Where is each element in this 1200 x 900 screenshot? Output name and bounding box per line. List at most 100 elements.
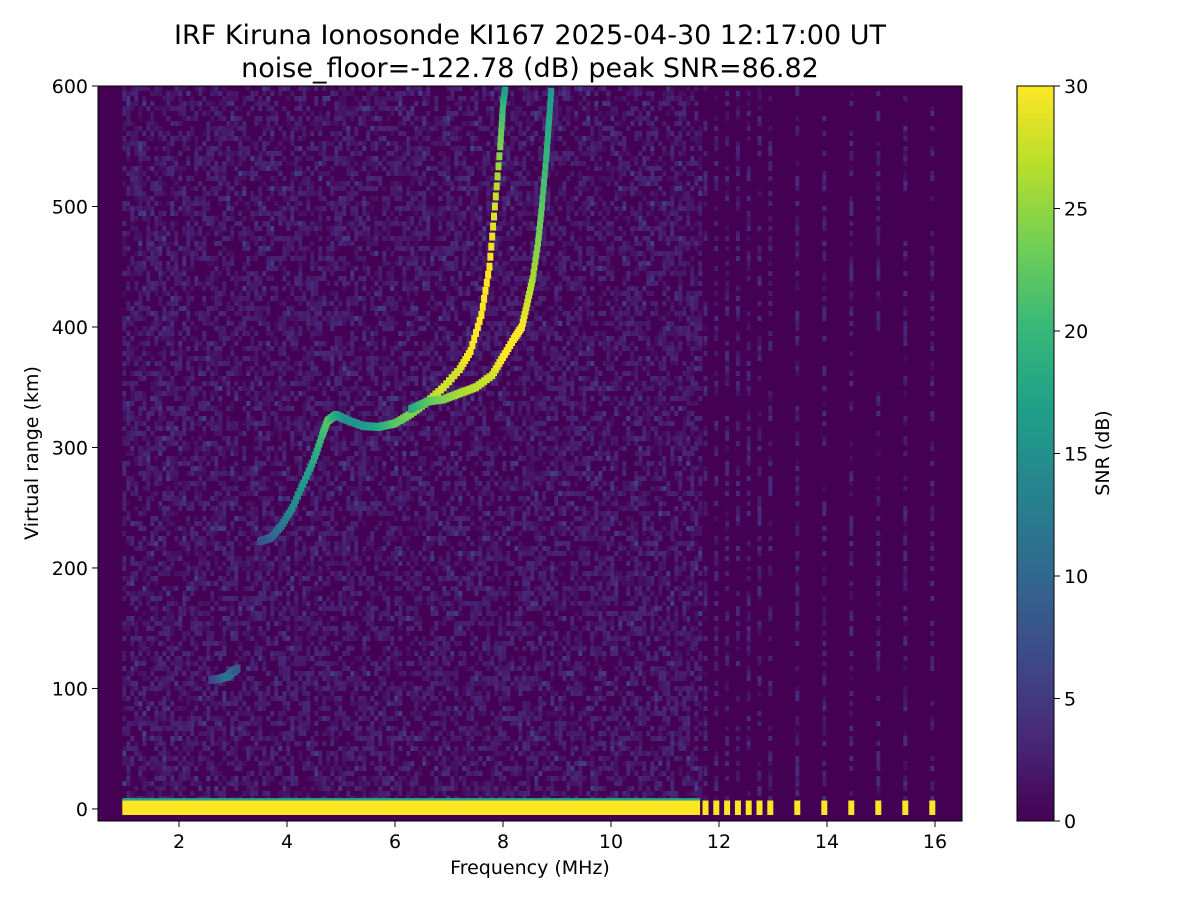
noise-cell [330, 531, 335, 536]
noise-cell [222, 776, 227, 781]
noise-cell [262, 616, 267, 621]
noise-cell [282, 636, 287, 641]
noise-cell [158, 771, 163, 776]
noise-cell [150, 701, 155, 706]
noise-cell [122, 236, 127, 241]
noise-cell [338, 406, 343, 411]
noise-cell [182, 421, 187, 426]
noise-cell [258, 136, 263, 141]
noise-cell [310, 396, 315, 401]
noise-cell [294, 346, 299, 351]
noise-cell [142, 456, 147, 461]
noise-cell [218, 516, 223, 521]
noise-cell [142, 421, 147, 426]
noise-cell [174, 646, 179, 651]
noise-cell [282, 721, 287, 726]
noise-cell [254, 291, 259, 296]
noise-cell [322, 356, 327, 361]
noise-cell [350, 586, 355, 591]
noise-cell [126, 476, 131, 481]
noise-cell [354, 426, 359, 431]
noise-cell [250, 396, 255, 401]
noise-cell [254, 681, 259, 686]
noise-cell [166, 616, 171, 621]
noise-cell [206, 131, 211, 136]
noise-cell [226, 261, 231, 266]
noise-cell [166, 606, 171, 611]
noise-cell [258, 236, 263, 241]
noise-cell [154, 341, 159, 346]
noise-cell [278, 446, 283, 451]
noise-cell [334, 121, 339, 126]
noise-cell [150, 356, 155, 361]
noise-cell [162, 156, 167, 161]
noise-cell [182, 226, 187, 231]
noise-cell [170, 771, 175, 776]
noise-cell [198, 406, 203, 411]
noise-cell [318, 301, 323, 306]
noise-cell [178, 606, 183, 611]
noise-cell [222, 281, 227, 286]
noise-cell [162, 651, 167, 656]
noise-cell [214, 526, 219, 531]
noise-cell [266, 511, 271, 516]
noise-cell [170, 171, 175, 176]
noise-cell [274, 401, 279, 406]
noise-cell [374, 391, 379, 396]
noise-cell [214, 91, 219, 96]
noise-cell [242, 96, 247, 101]
noise-cell [206, 461, 211, 466]
noise-cell [274, 471, 279, 476]
noise-cell [210, 696, 215, 701]
noise-cell [186, 656, 191, 661]
noise-cell [286, 161, 291, 166]
noise-cell [262, 481, 267, 486]
noise-cell [174, 191, 179, 196]
noise-cell [362, 616, 367, 621]
noise-cell [142, 506, 147, 511]
noise-cell [362, 196, 367, 201]
noise-cell [178, 571, 183, 576]
noise-cell [266, 586, 271, 591]
noise-cell [122, 621, 127, 626]
noise-cell [210, 606, 215, 611]
noise-cell [122, 401, 127, 406]
noise-cell [198, 196, 203, 201]
noise-cell [206, 531, 211, 536]
noise-cell [318, 706, 323, 711]
noise-cell [366, 361, 371, 366]
noise-cell [214, 411, 219, 416]
noise-cell [226, 381, 231, 386]
noise-cell [286, 356, 291, 361]
noise-cell [238, 561, 243, 566]
noise-cell [126, 131, 131, 136]
noise-cell [294, 791, 299, 796]
noise-cell [334, 206, 339, 211]
noise-cell [130, 601, 135, 606]
noise-cell [326, 456, 331, 461]
noise-cell [290, 381, 295, 386]
noise-cell [166, 691, 171, 696]
noise-cell [346, 536, 351, 541]
noise-cell [174, 481, 179, 486]
noise-cell [298, 551, 303, 556]
noise-cell [334, 776, 339, 781]
noise-cell [310, 556, 315, 561]
noise-cell [194, 451, 199, 456]
noise-cell [150, 411, 155, 416]
noise-cell [162, 366, 167, 371]
noise-cell [326, 581, 331, 586]
noise-cell [274, 186, 279, 191]
noise-cell [326, 261, 331, 266]
noise-cell [254, 571, 259, 576]
noise-cell [318, 786, 323, 791]
noise-cell [126, 361, 131, 366]
noise-cell [246, 306, 251, 311]
noise-cell [334, 446, 339, 451]
noise-cell [246, 146, 251, 151]
noise-cell [334, 616, 339, 621]
noise-cell [286, 96, 291, 101]
noise-cell [206, 706, 211, 711]
noise-cell [154, 156, 159, 161]
noise-cell [138, 716, 143, 721]
